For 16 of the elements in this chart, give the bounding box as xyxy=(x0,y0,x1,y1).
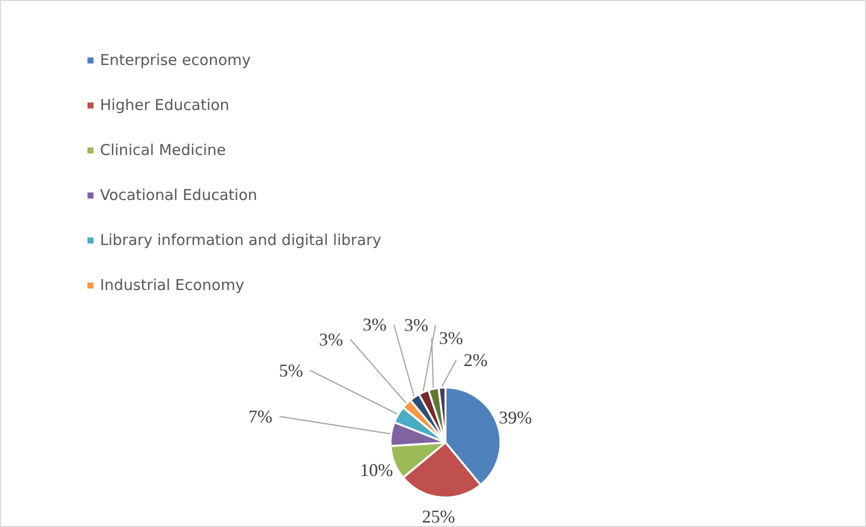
data-label: 3% xyxy=(319,329,344,350)
legend-label: Clinical Medicine xyxy=(100,140,226,160)
data-label: 2% xyxy=(464,350,488,370)
data-label: 3% xyxy=(362,314,387,335)
data-label: 5% xyxy=(278,360,303,380)
legend-label: Vocational Education xyxy=(100,185,258,205)
data-label: 10% xyxy=(360,460,393,480)
legend-label: Enterprise economy xyxy=(100,50,251,70)
data-label: 25% xyxy=(422,506,456,526)
legend-label: Industrial Economy xyxy=(100,275,244,295)
data-label: 3% xyxy=(438,328,463,348)
legend-label: Higher Education xyxy=(100,95,230,115)
legend-label: Library information and digital library xyxy=(100,230,382,250)
data-label: 3% xyxy=(404,315,428,336)
data-label: 39% xyxy=(498,407,532,428)
data-label: 7% xyxy=(248,406,272,426)
